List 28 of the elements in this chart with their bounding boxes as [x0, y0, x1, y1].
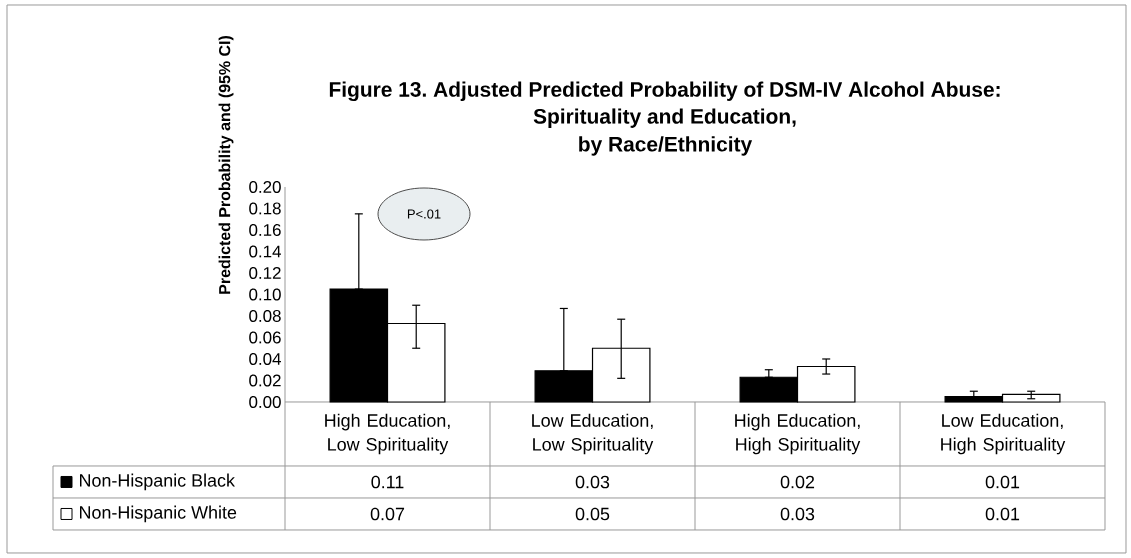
y-tick-label: 0.10 [249, 288, 281, 301]
data-label: 0.03 [575, 475, 610, 489]
y-tick-label: 0.16 [249, 223, 281, 236]
y-tick-label: 0.04 [249, 352, 281, 365]
y-tick-label: 0.02 [249, 374, 281, 387]
x-tick-label: Low Education, High Spirituality [941, 413, 1066, 455]
x-tick-label: Low Education, Low Spirituality [532, 413, 654, 455]
data-label: 0.02 [780, 475, 815, 489]
annotation: P<.01 [407, 209, 441, 219]
y-tick-label: 0.20 [249, 180, 281, 193]
chart-subtitle: by Race/Ethnicity [579, 136, 753, 156]
x-tick-label: High Education, High Spirituality [735, 413, 861, 455]
data-label: 0.07 [370, 507, 405, 521]
y-tick-label: 0.08 [249, 309, 281, 322]
x-tick-label: High Education, Low Spirituality [325, 413, 450, 455]
y-tick-label: 0.18 [249, 202, 281, 215]
data-label: 0.03 [780, 507, 815, 521]
data-label: 0.01 [985, 475, 1020, 489]
y-tick-label: 0.00 [249, 395, 281, 408]
data-label: 0.11 [371, 475, 404, 489]
legend-label: Non-Hispanic Black [80, 473, 235, 491]
data-label: 0.01 [985, 507, 1020, 521]
y-tick-label: 0.06 [249, 331, 281, 344]
data-label: 0.05 [575, 507, 610, 521]
legend-label: Non-Hispanic White [80, 505, 237, 523]
y-tick-label: 0.12 [249, 266, 281, 279]
y-tick-label: 0.14 [249, 245, 281, 258]
y-axis-title: Predicted Probability and (95% CI) [218, 36, 234, 294]
